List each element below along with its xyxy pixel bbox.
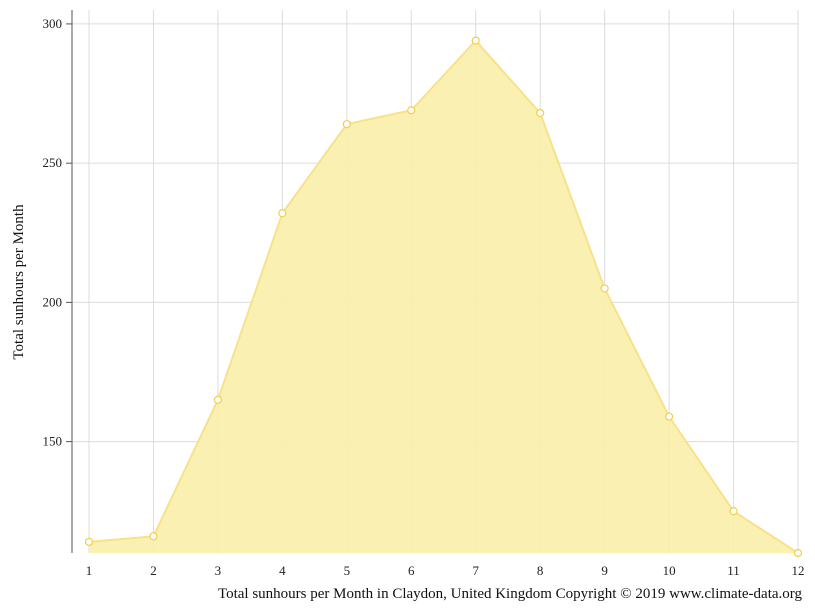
data-point-month-2 — [149, 532, 158, 541]
x-tick-label: 3 — [215, 563, 222, 578]
x-tick-label: 8 — [537, 563, 544, 578]
data-point-month-3 — [213, 395, 223, 404]
x-tick-labels: 1 2 3 4 5 6 7 8 9 10 11 12 — [86, 563, 805, 578]
chart-caption: Total sunhours per Month in Claydon, Uni… — [218, 586, 803, 602]
y-tick-label: 200 — [43, 294, 63, 309]
y-tick-labels: 150 200 250 300 — [43, 16, 72, 449]
x-tick-label: 4 — [279, 563, 286, 578]
data-point-month-7 — [471, 36, 480, 45]
y-axis-title: Total sunhours per Month — [11, 204, 27, 360]
data-point-month-6 — [407, 106, 416, 115]
x-tick-label: 10 — [663, 563, 676, 578]
x-tick-label: 1 — [86, 563, 93, 578]
y-tick-label: 300 — [43, 16, 63, 31]
data-point-month-10 — [664, 412, 674, 421]
x-tick-label: 7 — [472, 563, 479, 578]
x-tick-label: 11 — [727, 563, 740, 578]
y-tick-label: 250 — [43, 155, 63, 170]
x-tick-label: 2 — [150, 563, 157, 578]
x-tick-label: 6 — [408, 563, 415, 578]
data-point-month-11 — [729, 507, 738, 516]
data-point-month-5 — [342, 120, 351, 129]
y-tick-label: 150 — [43, 434, 63, 449]
data-point-month-12 — [793, 548, 803, 558]
data-point-month-9 — [600, 284, 609, 293]
data-points — [84, 36, 803, 558]
sunhours-area — [89, 40, 798, 554]
data-point-month-1 — [84, 537, 94, 546]
x-tick-label: 12 — [792, 563, 805, 578]
data-point-month-8 — [536, 108, 545, 118]
data-point-month-4 — [278, 209, 287, 218]
x-tick-label: 5 — [344, 563, 351, 578]
x-tick-label: 9 — [601, 563, 608, 578]
sunhours-line — [88, 39, 799, 554]
